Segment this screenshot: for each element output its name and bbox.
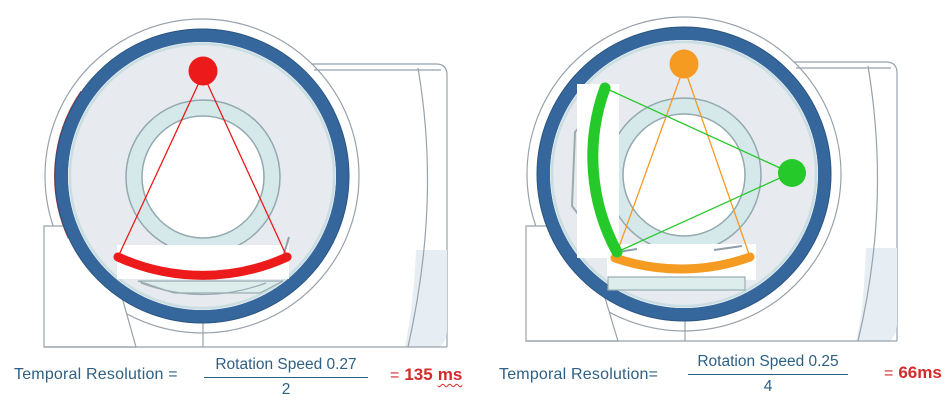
side-panel-shade	[405, 250, 447, 347]
fraction-denominator: 2	[281, 381, 291, 398]
gantry-ring	[55, 29, 349, 323]
formula-label: Temporal Resolution =	[14, 366, 178, 383]
xray-tube-red	[188, 56, 218, 86]
table-dish-curve	[140, 282, 267, 296]
bore-opening	[141, 115, 265, 239]
xray-tube-orange	[669, 49, 699, 79]
side-panel-shade	[856, 248, 897, 341]
result-unit: ms	[437, 365, 463, 384]
fraction-denominator: 4	[763, 378, 773, 395]
result-equals: =	[390, 367, 400, 384]
side-panel-curve	[857, 65, 879, 342]
gantry-ring-edge	[536, 26, 832, 322]
detector-arc-green	[587, 82, 623, 258]
detector-residual-mark-right	[713, 245, 743, 251]
side-panel-curve	[407, 67, 429, 348]
formula-result: = 135 ms	[390, 365, 462, 385]
xray-beam-orange	[614, 66, 751, 259]
formula-label: Temporal Resolution=	[499, 366, 659, 383]
formula-fraction: Rotation Speed 0.25 4	[688, 353, 848, 396]
gantry-housing-outline	[44, 18, 360, 334]
detector-arc-red	[113, 252, 292, 280]
gantry-ring	[537, 27, 831, 321]
gantry-ring-edge	[54, 28, 350, 324]
dual-source-ct-scanner	[525, 16, 898, 342]
gantry-inner-rim	[68, 42, 336, 310]
fraction-bar	[204, 377, 368, 378]
formula-fraction: Rotation Speed 0.27 2	[204, 356, 368, 399]
bore-opening	[622, 113, 746, 237]
side-panel	[312, 63, 448, 347]
fraction-bar	[688, 374, 848, 375]
side-panel	[794, 61, 898, 341]
xray-tube-green	[778, 159, 806, 187]
gantry-housing-outline	[526, 16, 842, 332]
xray-beam-red	[117, 73, 288, 258]
result-value: 135	[404, 365, 433, 384]
formula-result: = 66ms	[884, 363, 947, 383]
single-source-ct-scanner	[43, 18, 448, 348]
xray-beam-green	[604, 87, 792, 253]
patient-table	[607, 276, 746, 291]
result-value: 66ms	[898, 363, 942, 382]
result-equals: =	[884, 365, 894, 382]
scanner-illustrations	[43, 16, 898, 348]
gantry-inner-rim	[550, 40, 818, 308]
fraction-numerator: Rotation Speed 0.25	[697, 353, 839, 370]
fraction-numerator: Rotation Speed 0.27	[215, 356, 357, 373]
detector-arc-orange	[610, 252, 755, 274]
